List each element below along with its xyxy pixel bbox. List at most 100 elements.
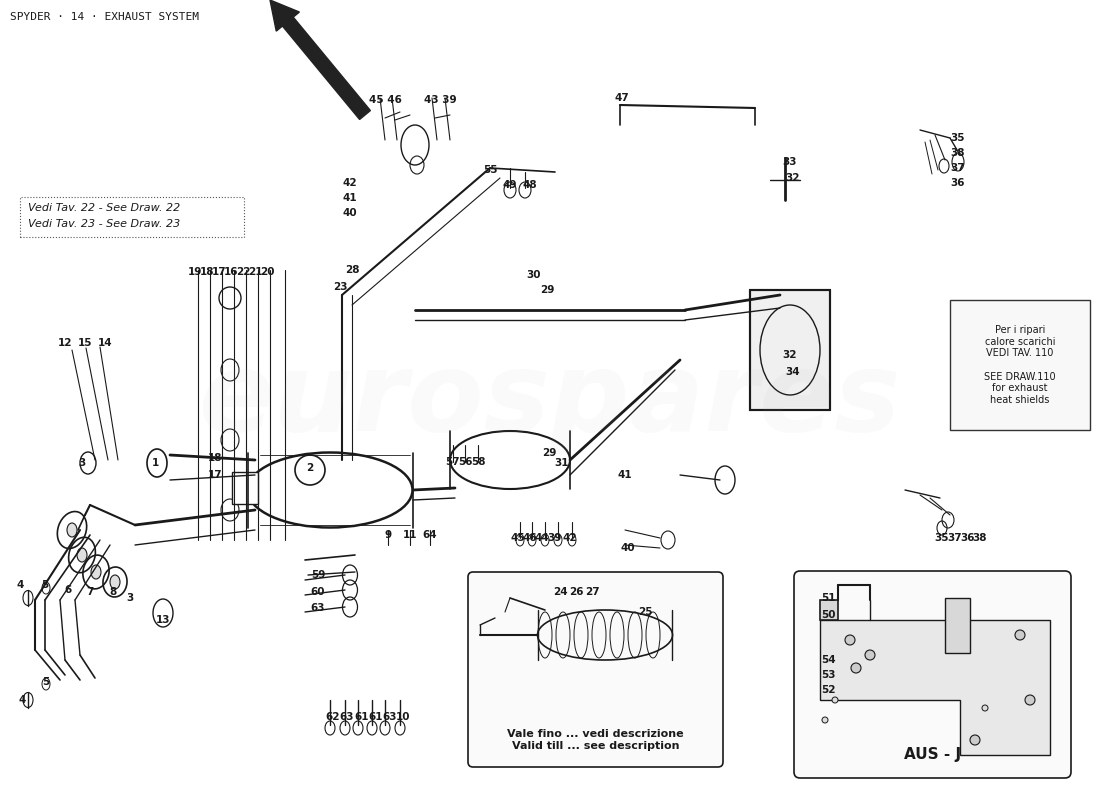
Text: 16: 16 — [223, 267, 239, 277]
Ellipse shape — [1025, 695, 1035, 705]
Text: 63: 63 — [383, 712, 397, 722]
Text: 42: 42 — [343, 178, 358, 188]
Text: AUS - J: AUS - J — [904, 746, 961, 762]
Ellipse shape — [845, 635, 855, 645]
Text: 45: 45 — [510, 533, 526, 543]
Text: 3: 3 — [78, 458, 86, 468]
Text: 5: 5 — [42, 580, 48, 590]
Text: 4: 4 — [19, 695, 25, 705]
Text: 62: 62 — [326, 712, 340, 722]
Text: 3: 3 — [126, 593, 133, 603]
Ellipse shape — [865, 650, 874, 660]
Text: 61: 61 — [368, 712, 383, 722]
Text: 28: 28 — [344, 265, 360, 275]
Text: Per i ripari
calore scarichi
VEDI TAV. 110

SEE DRAW.110
for exhaust
heat shield: Per i ripari calore scarichi VEDI TAV. 1… — [984, 325, 1056, 405]
Text: 1: 1 — [152, 458, 158, 468]
Text: 38: 38 — [972, 533, 988, 543]
Text: Vedi Tav. 22 - See Draw. 22: Vedi Tav. 22 - See Draw. 22 — [28, 203, 180, 213]
Text: 29: 29 — [540, 285, 554, 295]
Text: 32: 32 — [785, 173, 801, 183]
Text: 47: 47 — [615, 93, 629, 103]
Text: 39: 39 — [548, 533, 562, 543]
Ellipse shape — [67, 523, 77, 537]
Text: 22: 22 — [235, 267, 251, 277]
Ellipse shape — [1015, 630, 1025, 640]
Text: 31: 31 — [554, 458, 570, 468]
Text: 17: 17 — [211, 267, 227, 277]
Text: 13: 13 — [156, 615, 170, 625]
Text: 9: 9 — [384, 530, 392, 540]
Text: 59: 59 — [311, 570, 326, 580]
Text: 45 46: 45 46 — [368, 95, 402, 105]
Polygon shape — [820, 620, 1050, 755]
Ellipse shape — [832, 697, 838, 703]
Text: 63: 63 — [340, 712, 354, 722]
Text: 52: 52 — [821, 685, 835, 695]
Ellipse shape — [822, 717, 828, 723]
Text: eurospares: eurospares — [199, 346, 901, 454]
Polygon shape — [820, 600, 838, 620]
Text: 29: 29 — [542, 448, 557, 458]
Text: 35: 35 — [950, 133, 966, 143]
Text: 12: 12 — [57, 338, 73, 348]
Text: 38: 38 — [950, 148, 966, 158]
Text: 15: 15 — [78, 338, 92, 348]
Text: 34: 34 — [785, 367, 801, 377]
Text: 41: 41 — [618, 470, 632, 480]
Text: 18: 18 — [208, 453, 222, 463]
Bar — [900, 120, 975, 230]
Text: 35: 35 — [935, 533, 949, 543]
Bar — [232, 472, 258, 504]
Text: 20: 20 — [260, 267, 274, 277]
Text: 46: 46 — [522, 533, 537, 543]
Text: 26: 26 — [569, 587, 583, 597]
FancyBboxPatch shape — [468, 572, 723, 767]
Text: 57: 57 — [444, 457, 460, 467]
Text: 60: 60 — [310, 587, 326, 597]
Text: Vedi Tav. 23 - See Draw. 23: Vedi Tav. 23 - See Draw. 23 — [28, 219, 180, 229]
Text: 18: 18 — [200, 267, 214, 277]
Text: 53: 53 — [821, 670, 835, 680]
Text: 6: 6 — [65, 585, 72, 595]
Text: 51: 51 — [821, 593, 835, 603]
Text: 40: 40 — [620, 543, 636, 553]
Text: 63: 63 — [310, 603, 326, 613]
Text: 5: 5 — [43, 677, 50, 687]
Text: 54: 54 — [821, 655, 835, 665]
Text: Vale fino ... vedi descrizione
Valid till ... see description: Vale fino ... vedi descrizione Valid til… — [507, 730, 684, 750]
Ellipse shape — [110, 575, 120, 589]
Text: 21: 21 — [248, 267, 262, 277]
Text: 19: 19 — [188, 267, 202, 277]
Text: 41: 41 — [343, 193, 358, 203]
Text: 48: 48 — [522, 180, 537, 190]
Bar — [750, 290, 830, 410]
Text: 14: 14 — [98, 338, 112, 348]
Bar — [950, 300, 1090, 430]
Text: 64: 64 — [422, 530, 438, 540]
Text: 23: 23 — [332, 282, 348, 292]
FancyBboxPatch shape — [794, 571, 1071, 778]
Text: 24: 24 — [552, 587, 568, 597]
Text: SPYDER · 14 · EXHAUST SYSTEM: SPYDER · 14 · EXHAUST SYSTEM — [10, 12, 199, 22]
Ellipse shape — [982, 705, 988, 711]
Text: 30: 30 — [527, 270, 541, 280]
Text: 44: 44 — [535, 533, 549, 543]
Text: 7: 7 — [86, 587, 94, 597]
Text: 10: 10 — [396, 712, 410, 722]
Ellipse shape — [970, 735, 980, 745]
Text: 61: 61 — [354, 712, 370, 722]
Text: 27: 27 — [585, 587, 600, 597]
Text: 17: 17 — [208, 470, 222, 480]
Text: 32: 32 — [783, 350, 798, 360]
Ellipse shape — [77, 548, 87, 562]
Ellipse shape — [851, 663, 861, 673]
Text: 8: 8 — [109, 587, 117, 597]
Text: 49: 49 — [503, 180, 517, 190]
Text: 11: 11 — [403, 530, 417, 540]
Text: 56: 56 — [458, 457, 472, 467]
FancyArrow shape — [270, 0, 371, 119]
Text: 55: 55 — [483, 165, 497, 175]
Text: 37: 37 — [950, 163, 966, 173]
Bar — [945, 598, 970, 653]
Text: 4: 4 — [16, 580, 24, 590]
